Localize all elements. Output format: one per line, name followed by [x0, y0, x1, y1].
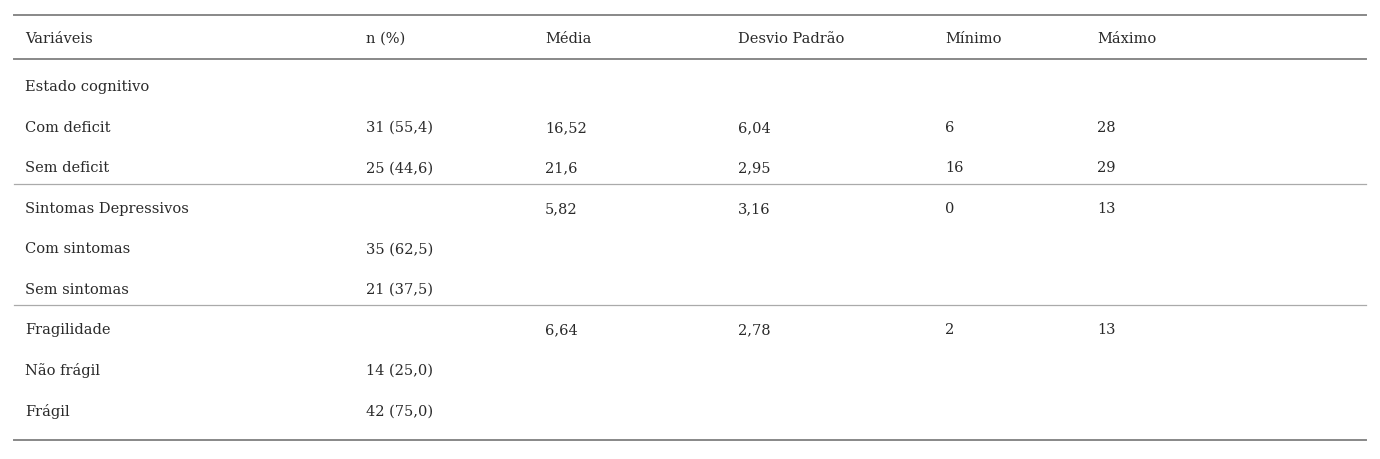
- Text: Média: Média: [545, 32, 592, 46]
- Text: Desvio Padrão: Desvio Padrão: [738, 32, 845, 46]
- Text: 25 (44,6): 25 (44,6): [366, 161, 433, 175]
- Text: 21,6: 21,6: [545, 161, 578, 175]
- Text: 16,52: 16,52: [545, 121, 586, 134]
- Text: Variáveis: Variáveis: [25, 32, 92, 46]
- Text: Com deficit: Com deficit: [25, 121, 110, 134]
- Text: 13: 13: [1097, 202, 1115, 215]
- Text: 35 (62,5): 35 (62,5): [366, 242, 433, 256]
- Text: n (%): n (%): [366, 32, 404, 46]
- Text: Máximo: Máximo: [1097, 32, 1156, 46]
- Text: 3,16: 3,16: [738, 202, 771, 215]
- Text: 21 (37,5): 21 (37,5): [366, 282, 433, 296]
- Text: Não frágil: Não frágil: [25, 363, 99, 377]
- Text: 2,78: 2,78: [738, 323, 771, 336]
- Text: 6,04: 6,04: [738, 121, 771, 134]
- Text: Com sintomas: Com sintomas: [25, 242, 130, 256]
- Text: 14 (25,0): 14 (25,0): [366, 363, 433, 377]
- Text: 42 (75,0): 42 (75,0): [366, 403, 433, 417]
- Text: 2: 2: [945, 323, 955, 336]
- Text: 0: 0: [945, 202, 955, 215]
- Text: Mínimo: Mínimo: [945, 32, 1002, 46]
- Text: 31 (55,4): 31 (55,4): [366, 121, 433, 134]
- Text: 6,64: 6,64: [545, 323, 578, 336]
- Text: 16: 16: [945, 161, 963, 175]
- Text: Estado cognitivo: Estado cognitivo: [25, 80, 149, 94]
- Text: Sem deficit: Sem deficit: [25, 161, 109, 175]
- Text: Frágil: Frágil: [25, 403, 69, 418]
- Text: 13: 13: [1097, 323, 1115, 336]
- Text: Fragilidade: Fragilidade: [25, 323, 110, 336]
- Text: 5,82: 5,82: [545, 202, 578, 215]
- Text: Sintomas Depressivos: Sintomas Depressivos: [25, 202, 189, 215]
- Text: Sem sintomas: Sem sintomas: [25, 282, 128, 296]
- Text: 6: 6: [945, 121, 955, 134]
- Text: 2,95: 2,95: [738, 161, 771, 175]
- Text: 28: 28: [1097, 121, 1115, 134]
- Text: 29: 29: [1097, 161, 1115, 175]
